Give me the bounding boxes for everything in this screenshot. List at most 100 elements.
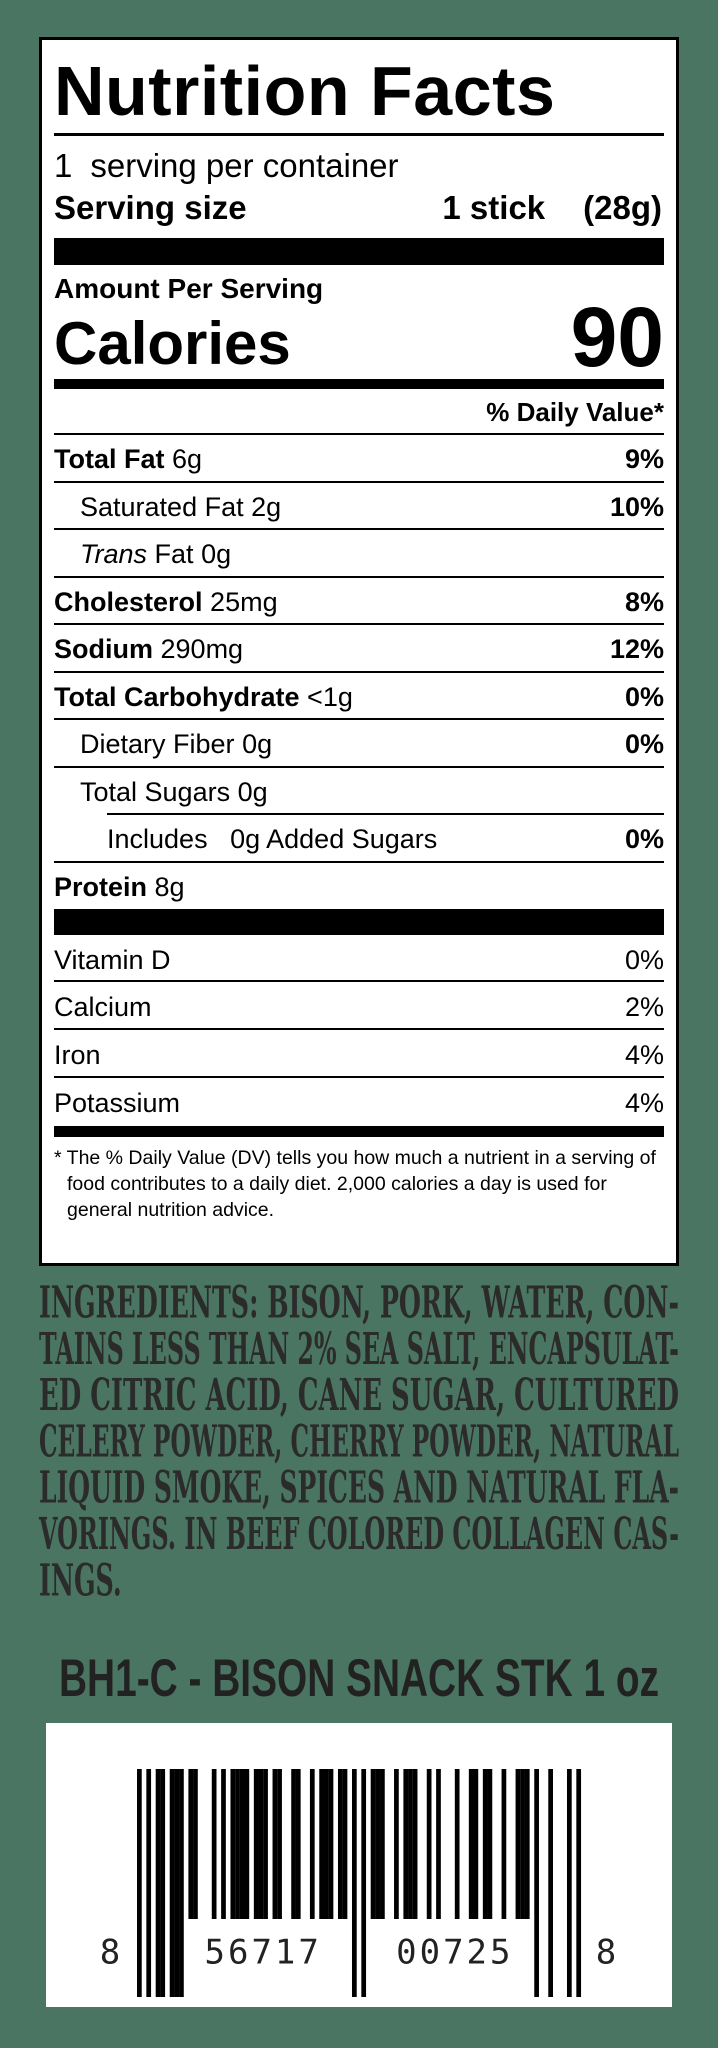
barcode-bar	[263, 1769, 268, 1919]
ingredients-line: TAINS LESS THAN 2% SEA SALT, ENCAPSULAT-	[39, 1324, 679, 1375]
nutrient-name: Total Fat	[54, 444, 165, 474]
nutrient: Total Carbohydrate <1g	[54, 673, 353, 721]
ingredients-line: VORINGS. IN BEEF COLORED COLLAGEN CAS-	[38, 1509, 679, 1560]
nutrient-list: Total Fat 6g 9% Saturated Fat 2g 10% Trans F…	[54, 435, 664, 909]
barcode-bar	[361, 1769, 367, 1997]
vitamin-name: Vitamin D	[54, 944, 171, 975]
ingredients: INGREDIENTS: BISON, PORK, WATER, CON-TAI…	[38, 1278, 679, 1607]
barcode-bar	[309, 1769, 315, 1919]
barcode-bar	[375, 1769, 381, 1919]
ingredients-line: LIQUID SMOKE, SPICES AND NATURAL FLA-	[39, 1463, 679, 1514]
barcode-bar	[235, 1769, 240, 1919]
nutrient-amount: 0g	[201, 539, 232, 569]
amount-per-serving: Amount Per Serving	[54, 273, 324, 304]
servings-text: serving per container	[90, 147, 399, 184]
barcode-bar	[520, 1769, 525, 1919]
nutrient-amount: 6g	[172, 444, 203, 474]
vitamin-dv: 0%	[624, 944, 664, 975]
barcode-bar	[408, 1769, 413, 1919]
barcode-bar	[221, 1769, 226, 1919]
vitamin-name: Potassium	[54, 1087, 181, 1118]
barcode-bar	[501, 1769, 507, 1919]
nutrient-row: Protein 8g	[54, 860, 664, 909]
barcode-bar	[174, 1769, 180, 1997]
barcode-bar	[412, 1769, 418, 1919]
barcode-bar	[473, 1769, 479, 1919]
nutrient-amount: 25mg	[210, 586, 278, 617]
barcode-bar	[548, 1769, 553, 1997]
vitamin-name: Calcium	[54, 991, 152, 1022]
rule	[54, 575, 664, 578]
barcode-digits: 56717	[205, 1933, 322, 1973]
barcode-bar	[155, 1769, 161, 1997]
barcode-bar	[291, 1769, 296, 1919]
barcode-bar	[426, 1769, 432, 1919]
barcode-bar	[179, 1769, 184, 1997]
barcode-bar	[258, 1769, 264, 1919]
nutrient-row: Includes 0g Added Sugars 0%	[54, 813, 664, 863]
calories-row: Calories 90	[54, 295, 664, 379]
nutrient-name: Cholesterol	[54, 586, 203, 617]
vitamin-list: Vitamin D 0% Calcium 2% Iron 4% Potassium 4%	[54, 935, 664, 1126]
nutrient: Includes 0g Added Sugars	[107, 815, 437, 863]
calories-value: 90	[570, 290, 664, 384]
servings: 1 serving per container	[54, 145, 664, 187]
barcode-bar	[394, 1769, 399, 1919]
barcode-bar	[277, 1769, 282, 1919]
ingredients-line: INGS.	[39, 1555, 122, 1606]
nutrient-name: Fat	[154, 539, 194, 569]
nutrient-amount: 0g	[242, 729, 273, 759]
rule	[54, 860, 664, 863]
barcode-bar	[137, 1769, 142, 1997]
rule	[54, 480, 664, 483]
barcode-bar	[323, 1769, 329, 1919]
nutrient-row: Cholesterol 25mg 8%	[54, 575, 664, 626]
nutrient-row: Total Fat 6g 9%	[54, 435, 664, 483]
daily-value: 10%	[609, 491, 664, 522]
serving-size-value: 1 stick	[442, 189, 546, 226]
barcode-digit: 8	[596, 1933, 616, 1973]
thick-rule	[54, 238, 664, 265]
barcode-bar	[328, 1769, 334, 1919]
nutrient-row: Dietary Fiber 0g 0%	[54, 718, 664, 768]
product-code: BH1-C - BISON SNACK STK 1 oz	[59, 1649, 659, 1708]
vitamin-name: Iron	[54, 1039, 101, 1070]
daily-value: 0%	[624, 824, 664, 854]
nutrient-amount: 2g	[251, 491, 282, 522]
barcode-digits: 00725	[396, 1933, 513, 1973]
vitamin-dv: 4%	[624, 1087, 664, 1118]
nutrient-name-italic: Trans	[80, 539, 148, 569]
barcode: 8 56717 00725 8	[100, 1769, 616, 1997]
nutrient-amount: 8g	[154, 871, 185, 902]
serving-weight: (28g)	[583, 189, 662, 226]
rule	[107, 813, 664, 815]
thick-rule	[54, 1125, 664, 1137]
barcode-bar	[436, 1769, 441, 1919]
ingredients-line: INGREDIENTS: BISON, PORK, WATER, CON-	[39, 1278, 679, 1329]
barcode-bar	[342, 1769, 348, 1919]
nutrient-name: Sodium	[54, 634, 153, 664]
barcode-digit: 8	[100, 1933, 120, 1973]
barcode-bar	[188, 1769, 194, 1919]
nutrient: Total Fat 6g	[54, 435, 202, 483]
nutrient-amount: <1g	[307, 681, 353, 712]
barcode-bar	[160, 1769, 166, 1997]
rule	[54, 765, 664, 768]
nutrient-name: Saturated Fat	[80, 491, 244, 522]
rule	[54, 528, 664, 530]
nutrient: Total Sugars 0g	[80, 768, 268, 816]
rule	[54, 623, 664, 625]
barcode-bar	[566, 1769, 572, 1997]
rule	[54, 979, 664, 982]
nutrient-name: Protein	[54, 871, 148, 902]
barcode-bar	[169, 1769, 175, 1997]
serving-size: Serving size 1 stick (28g)	[54, 187, 664, 229]
barcode-bar	[487, 1769, 493, 1919]
rule	[54, 670, 664, 673]
nutrient-amount: 0g Added Sugars	[230, 824, 438, 854]
barcode-bar	[454, 1769, 460, 1919]
barcode-bar	[515, 1769, 521, 1919]
servings-count: 1	[54, 147, 73, 184]
rule	[54, 1027, 664, 1030]
